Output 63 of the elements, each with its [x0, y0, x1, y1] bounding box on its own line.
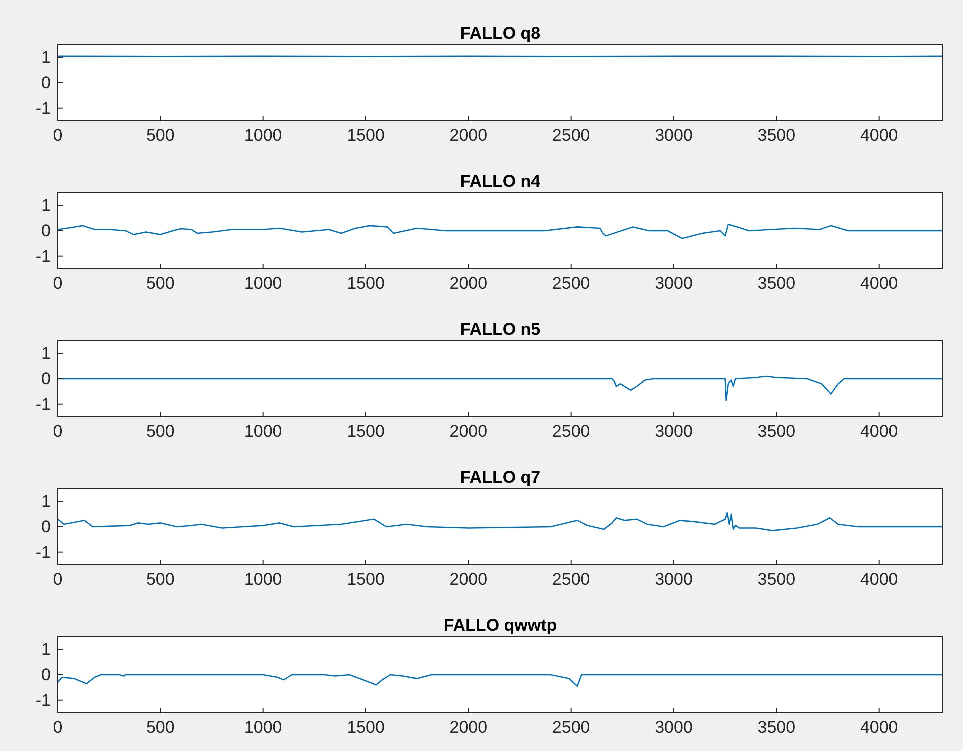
x-tick-label: 2500	[552, 126, 590, 146]
x-tick-label: 3500	[758, 126, 796, 146]
chart-title: FALLO q8	[460, 24, 541, 43]
x-tick-label: 1000	[244, 718, 282, 738]
x-tick-label: 3500	[758, 274, 796, 294]
x-tick-label: 4000	[860, 718, 898, 738]
x-tick-label: 1000	[244, 126, 282, 146]
x-tick-label: 500	[146, 274, 175, 294]
x-tick-label: 1000	[244, 274, 282, 294]
x-tick-label: 500	[146, 126, 175, 146]
x-tick-label: 3000	[655, 126, 693, 146]
x-tick-label: 3000	[655, 274, 693, 294]
x-tick-label: 3000	[655, 718, 693, 738]
x-tick-label: 3000	[655, 422, 693, 442]
x-tick-label: 2000	[450, 718, 488, 738]
line-series	[57, 512, 944, 532]
x-tick-label: 4000	[860, 274, 898, 294]
x-tick-label: 3500	[758, 422, 796, 442]
x-tick-label: 1500	[347, 718, 385, 738]
y-tick-label: 1	[42, 640, 51, 660]
chart-title: FALLO n4	[460, 172, 542, 191]
x-tick-label: 2500	[552, 570, 590, 590]
y-tick-label: 0	[42, 517, 51, 536]
chart-title: FALLO q7	[460, 468, 541, 487]
y-tick-label: 1	[42, 196, 51, 216]
x-tick-label: 1500	[347, 570, 385, 590]
y-tick-label: 0	[42, 221, 51, 240]
line-series	[57, 674, 944, 688]
x-tick-label: 3500	[758, 718, 796, 738]
y-tick-label: -1	[36, 542, 51, 562]
x-tick-label: 4000	[860, 126, 898, 146]
x-tick-label: 500	[146, 570, 175, 590]
y-tick-label: 0	[42, 73, 51, 92]
y-tick-label: 1	[42, 492, 51, 512]
x-tick-label: 1500	[347, 422, 385, 442]
y-tick-label: 0	[42, 369, 51, 388]
x-tick-label: 2000	[450, 274, 488, 294]
x-tick-label: 4000	[860, 422, 898, 442]
x-tick-label: 2000	[450, 126, 488, 146]
y-tick-label: -1	[36, 690, 51, 710]
y-tick-label: 1	[42, 344, 51, 364]
x-tick-label: 3000	[655, 570, 693, 590]
x-tick-label: 1500	[347, 126, 385, 146]
line-series	[57, 224, 944, 240]
y-tick-label: 1	[42, 48, 51, 68]
x-tick-label: 500	[146, 718, 175, 738]
x-tick-label: 1000	[244, 422, 282, 442]
x-tick-label: 2000	[450, 570, 488, 590]
y-tick-label: -1	[36, 246, 51, 266]
chart-title: FALLO n5	[460, 320, 541, 339]
x-tick-label: 2500	[552, 422, 590, 442]
x-tick-label: 1000	[244, 570, 282, 590]
chart-title: FALLO qwwtp	[444, 616, 558, 635]
x-tick-label: 2500	[552, 718, 590, 738]
x-tick-label: 3500	[758, 570, 796, 590]
x-tick-label: 500	[146, 422, 175, 442]
y-tick-label: -1	[36, 98, 51, 118]
y-tick-label: -1	[36, 394, 51, 414]
x-tick-label: 4000	[860, 570, 898, 590]
x-tick-label: 1500	[347, 274, 385, 294]
x-tick-label: 2500	[552, 274, 590, 294]
x-tick-label: 2000	[450, 422, 488, 442]
y-tick-label: 0	[42, 665, 51, 684]
